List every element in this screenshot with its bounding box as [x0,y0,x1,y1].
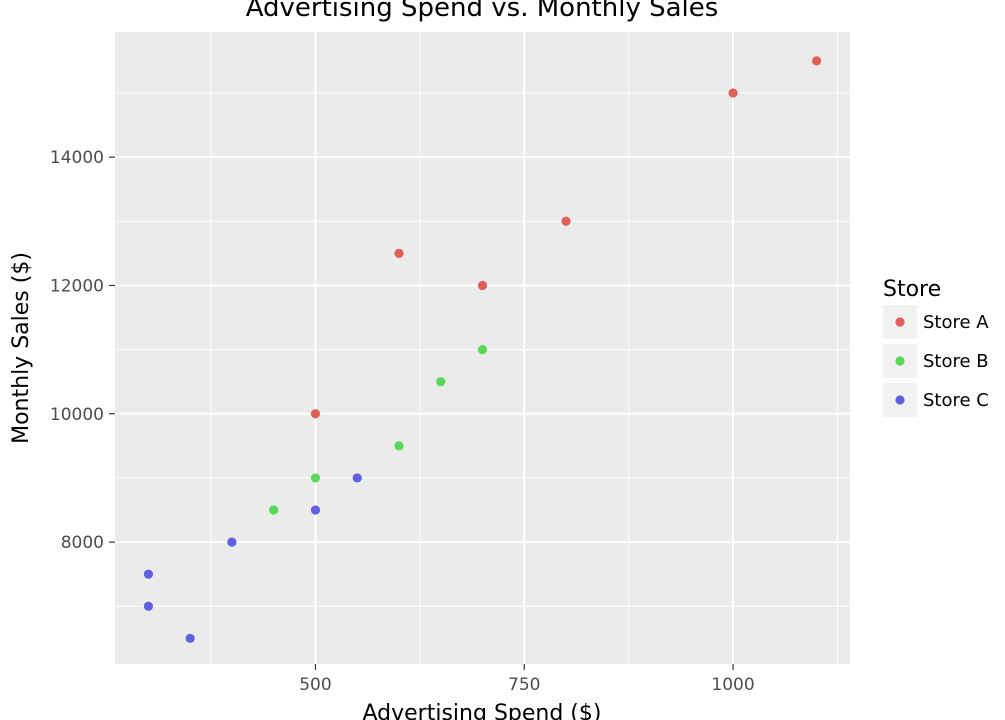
legend: Store Store A Store B Store C [883,277,989,417]
data-point-store-b [394,441,404,451]
x-tick-label: 1000 [711,675,754,695]
legend-marker-store-c [895,395,905,405]
data-point-store-c [352,473,362,483]
legend-item-store-a: Store A [883,305,989,339]
legend-marker-store-b [895,356,905,366]
data-point-store-b [310,473,321,483]
legend-label-store-c: Store C [923,390,989,411]
data-point-store-c [143,569,154,579]
data-point-store-a [561,216,571,226]
y-tick-label: 10000 [50,405,104,425]
x-axis-title: Advertising Spend ($) [363,701,602,720]
y-axis-title: Monthly Sales ($) [9,252,34,444]
x-tick-label: 500 [299,675,331,695]
data-point-store-a [811,56,822,66]
legend-title: Store [883,277,941,302]
minor-gridlines [115,32,850,664]
x-tick-label: 750 [508,675,540,695]
data-point-store-a [728,88,738,98]
data-point-store-a [394,248,404,258]
data-point-store-a [310,409,321,419]
data-point-store-b [436,377,446,387]
data-point-store-c [143,601,154,611]
y-tick-label: 8000 [61,533,104,553]
legend-label-store-a: Store A [923,312,989,333]
legend-label-store-b: Store B [923,351,989,372]
legend-marker-store-a [895,317,905,327]
legend-item-store-b: Store B [883,344,989,378]
data-point-store-b [269,505,279,515]
data-point-store-b [477,345,488,355]
axis-ticks [109,156,734,670]
data-point-store-c [310,505,321,515]
data-point-store-c [227,537,237,547]
chart-title: Advertising Spend vs. Monthly Sales [246,0,719,23]
data-point-store-c [185,633,195,643]
data-point-store-a [477,280,488,291]
y-tick-label: 12000 [50,276,104,296]
tick-labels: 500 750 1000 8000 10000 12000 14000 [50,148,755,695]
y-tick-label: 14000 [50,148,104,168]
legend-item-store-c: Store C [883,383,989,417]
legend-items: Store A Store B Store C [883,305,989,417]
data-points [143,56,822,643]
